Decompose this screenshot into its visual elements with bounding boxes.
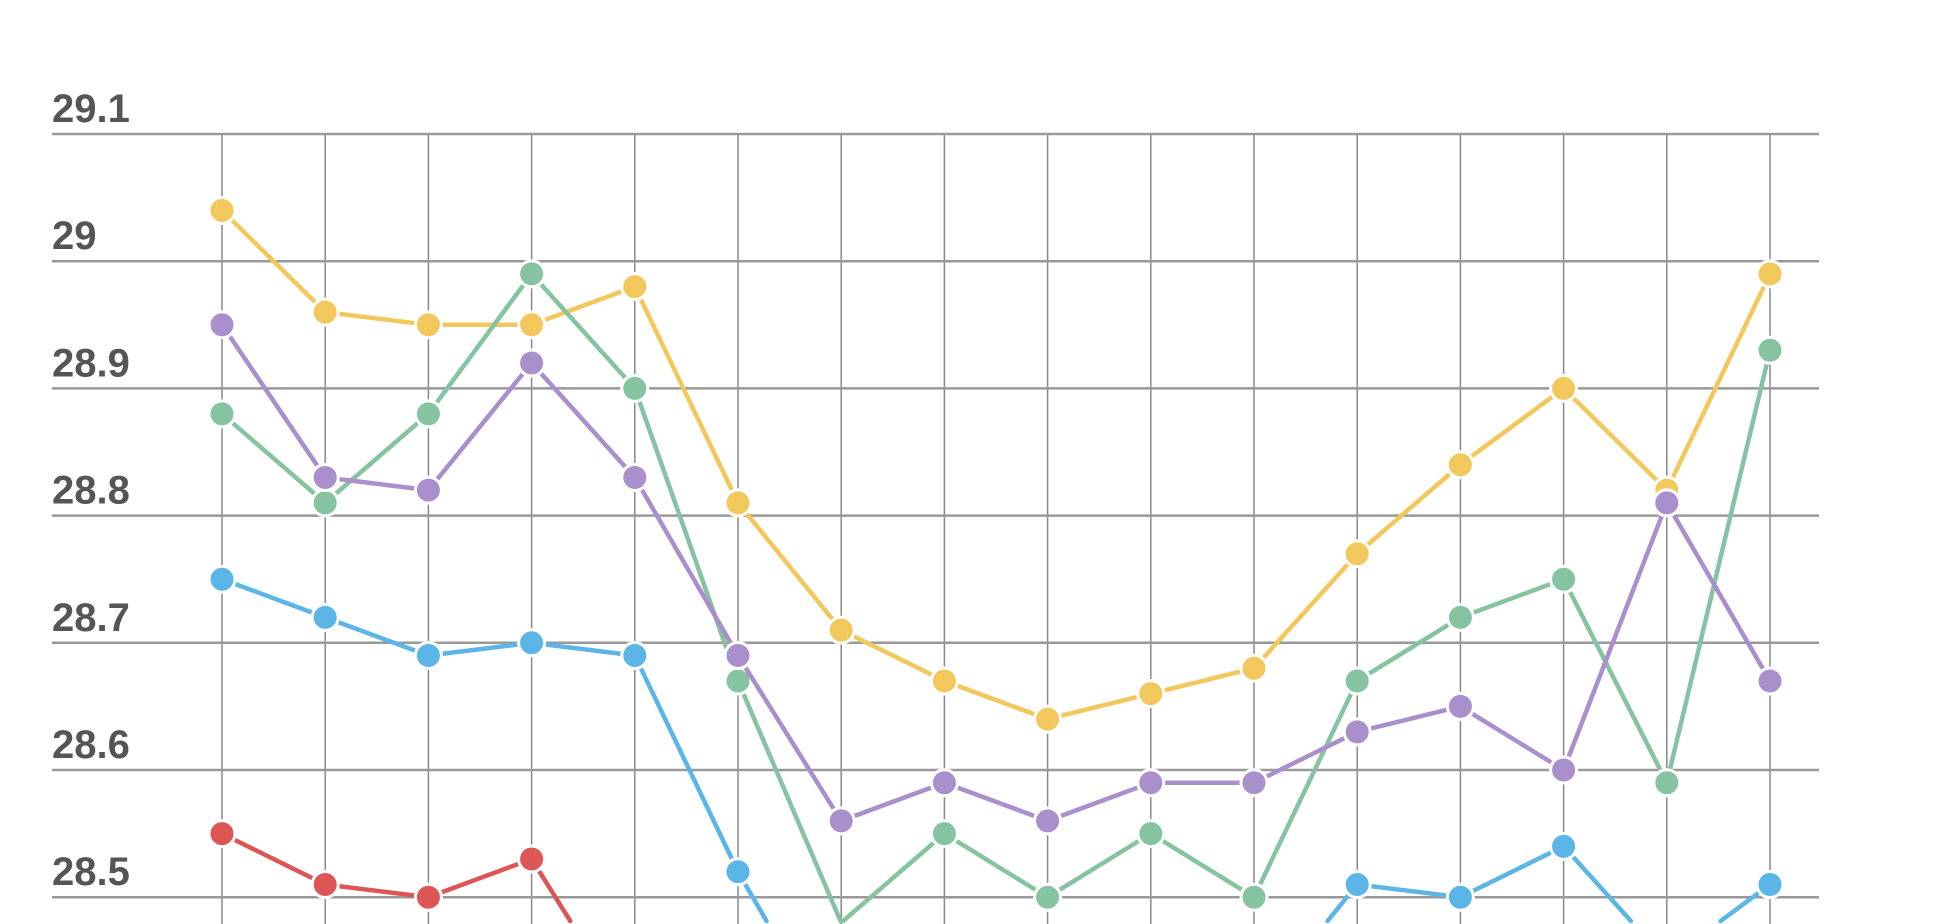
data-point[interactable] [413, 310, 443, 340]
y-tick-label: 28.8 [52, 469, 130, 513]
data-point[interactable] [1755, 666, 1785, 696]
y-tick-label: 29.1 [52, 87, 130, 131]
data-point[interactable] [517, 628, 547, 658]
data-point[interactable] [1652, 488, 1682, 518]
data-point[interactable] [1549, 564, 1579, 594]
y-tick-label: 28.7 [52, 596, 130, 640]
data-point[interactable] [207, 195, 237, 225]
data-point[interactable] [929, 768, 959, 798]
data-point[interactable] [310, 462, 340, 492]
y-tick-label: 28.9 [52, 341, 130, 385]
data-point[interactable] [1549, 373, 1579, 403]
data-point[interactable] [1136, 768, 1166, 798]
data-point[interactable] [207, 399, 237, 429]
y-tick-label: 29 [52, 214, 97, 258]
data-point[interactable] [723, 857, 753, 887]
series-line [219, 576, 1773, 924]
data-point[interactable] [517, 844, 547, 874]
data-point[interactable] [413, 475, 443, 505]
data-point[interactable] [1342, 539, 1372, 569]
data-point[interactable] [929, 819, 959, 849]
data-point[interactable] [620, 641, 650, 671]
data-point[interactable] [620, 462, 650, 492]
data-point[interactable] [1549, 831, 1579, 861]
data-point[interactable] [1033, 806, 1063, 836]
data-point[interactable] [517, 310, 547, 340]
data-point[interactable] [517, 348, 547, 378]
data-point[interactable] [1652, 768, 1682, 798]
data-point[interactable] [1033, 882, 1063, 912]
data-point[interactable] [207, 564, 237, 594]
data-point[interactable] [1239, 882, 1269, 912]
data-point[interactable] [1755, 869, 1785, 899]
data-point[interactable] [413, 882, 443, 912]
series-4 [207, 819, 573, 924]
data-point[interactable] [207, 819, 237, 849]
series-1 [207, 259, 1785, 924]
data-point[interactable] [413, 641, 443, 671]
data-point[interactable] [1342, 869, 1372, 899]
data-point[interactable] [1755, 259, 1785, 289]
data-point[interactable] [1239, 768, 1269, 798]
data-point[interactable] [826, 615, 856, 645]
series-line [219, 831, 573, 924]
data-point[interactable] [413, 399, 443, 429]
y-tick-label: 28.5 [52, 850, 130, 894]
data-point[interactable] [1136, 679, 1166, 709]
data-point[interactable] [1445, 450, 1475, 480]
data-point[interactable] [310, 602, 340, 632]
data-point[interactable] [1342, 666, 1372, 696]
data-point[interactable] [310, 869, 340, 899]
data-point[interactable] [1239, 653, 1269, 683]
data-point[interactable] [517, 259, 547, 289]
series-2 [207, 310, 1785, 836]
y-axis-ticks: 29.1 29 28.9 28.8 28.7 28.6 28.5 [52, 87, 130, 894]
data-point[interactable] [1136, 819, 1166, 849]
data-point[interactable] [1445, 602, 1475, 632]
data-point[interactable] [620, 373, 650, 403]
data-point[interactable] [723, 641, 753, 671]
data-point[interactable] [1445, 691, 1475, 721]
series-group [207, 195, 1785, 924]
data-point[interactable] [1342, 717, 1372, 747]
data-point[interactable] [1755, 335, 1785, 365]
data-point[interactable] [1549, 755, 1579, 785]
series-line [219, 322, 1773, 824]
data-point[interactable] [310, 297, 340, 327]
data-point[interactable] [310, 488, 340, 518]
data-point[interactable] [826, 806, 856, 836]
data-point[interactable] [723, 488, 753, 518]
data-point[interactable] [620, 272, 650, 302]
data-point[interactable] [207, 310, 237, 340]
y-tick-label: 28.6 [52, 723, 130, 767]
grid [52, 132, 1819, 924]
data-point[interactable] [929, 666, 959, 696]
data-point[interactable] [1445, 882, 1475, 912]
data-point[interactable] [1033, 704, 1063, 734]
series-line [219, 271, 1773, 924]
series-3 [207, 564, 1785, 924]
series-line [219, 208, 1773, 722]
series-0 [207, 195, 1785, 734]
